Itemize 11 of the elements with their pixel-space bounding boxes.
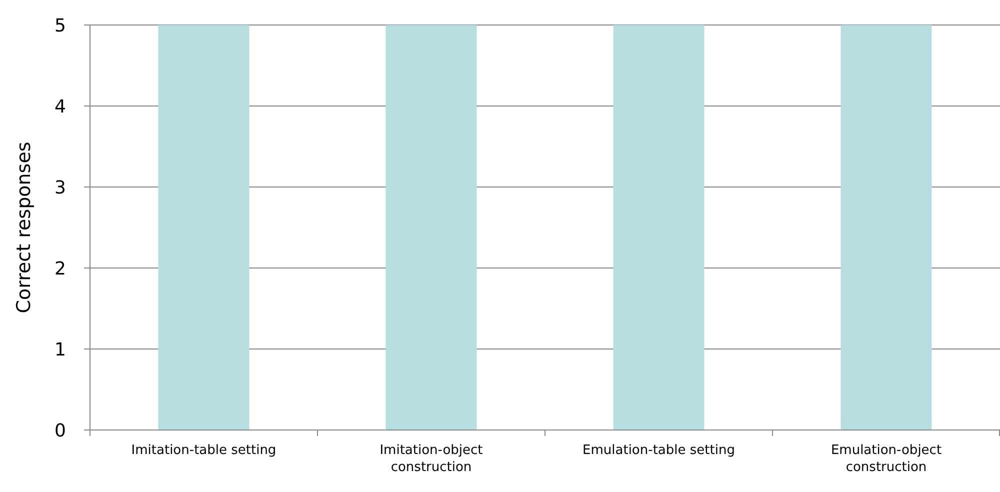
x-tick-label: Imitation-object construction [380, 443, 483, 475]
y-tick-label: 0 [54, 420, 66, 442]
x-tick-label: Emulation-table setting [582, 443, 735, 458]
x-tick-label: Imitation-table setting [131, 443, 276, 458]
y-tick-label: 2 [54, 258, 66, 280]
y-tick-label: 5 [54, 15, 66, 36]
x-tick-label: Emulation-object construction [830, 443, 942, 475]
y-tick-label: 4 [54, 96, 66, 118]
y-axis-title: Correct responses [13, 142, 35, 314]
y-tick-label: 1 [54, 339, 66, 360]
y-tick-label: 3 [54, 177, 66, 198]
